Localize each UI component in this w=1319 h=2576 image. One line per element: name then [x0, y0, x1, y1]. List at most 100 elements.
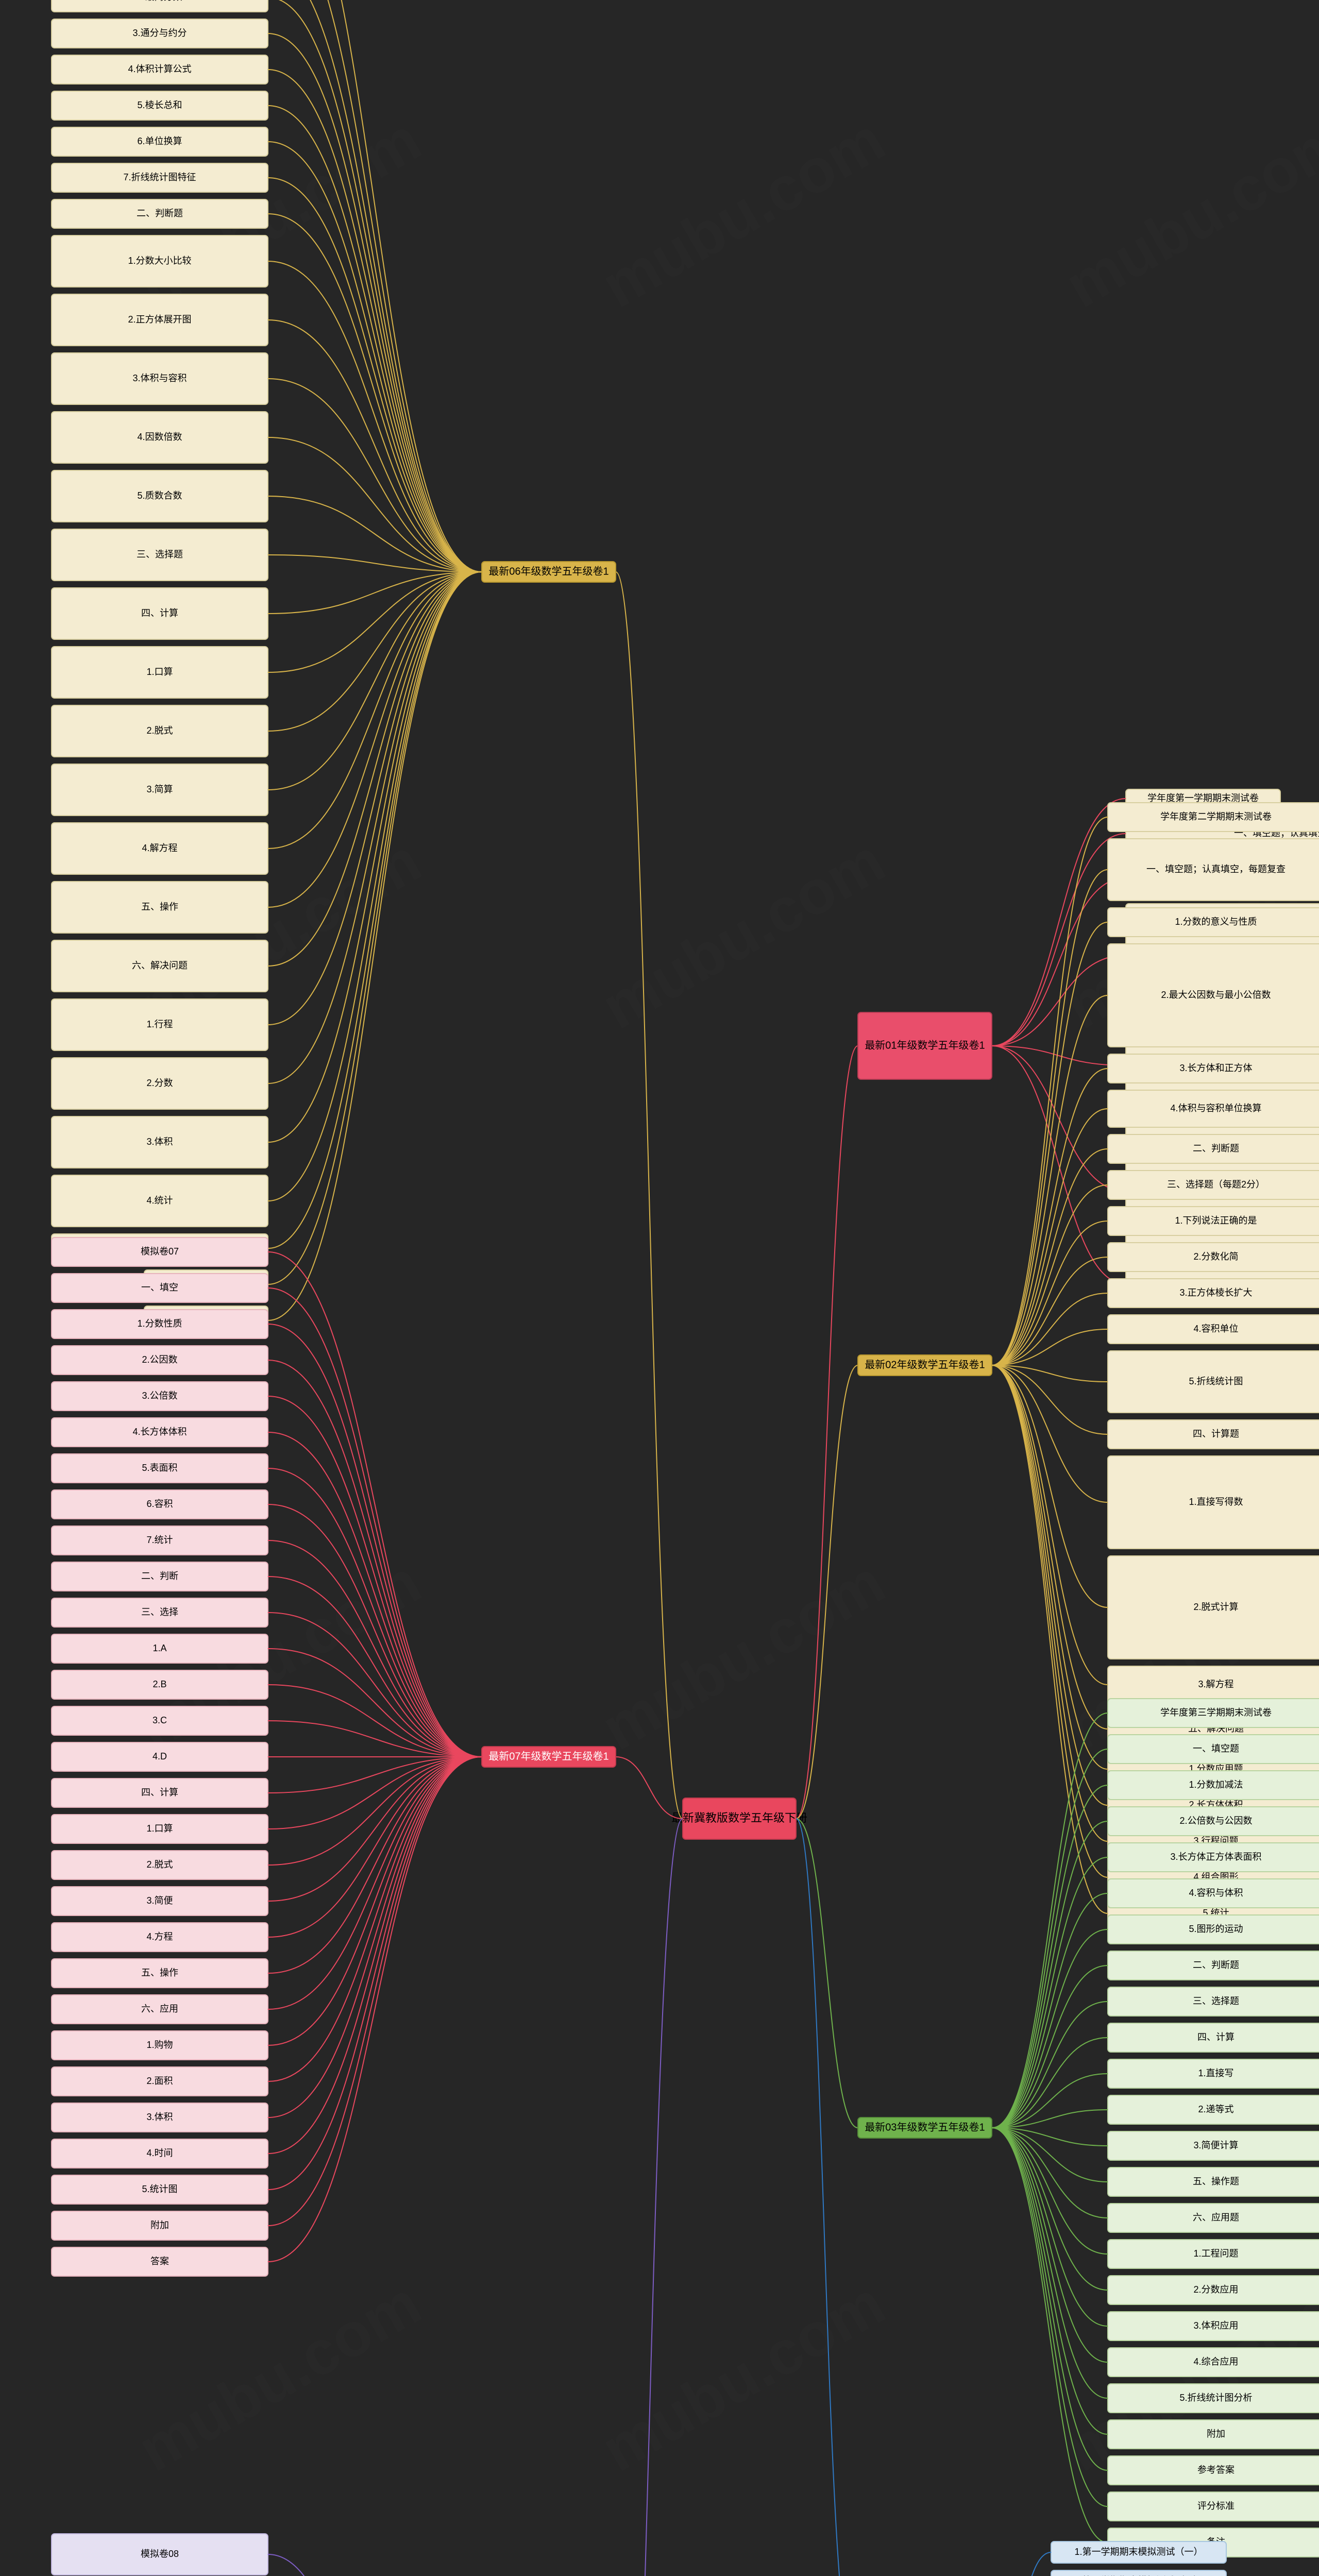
svg-text:6.单位换算: 6.单位换算: [137, 136, 182, 146]
svg-text:3.体积: 3.体积: [146, 1137, 173, 1147]
svg-text:学年度第二学期期末测试卷: 学年度第二学期期末测试卷: [1160, 811, 1272, 822]
svg-text:附加: 附加: [1207, 2429, 1225, 2439]
svg-text:最新06年级数学五年级卷1: 最新06年级数学五年级卷1: [488, 565, 608, 577]
svg-text:最新01年级数学五年级卷1: 最新01年级数学五年级卷1: [865, 1039, 985, 1051]
svg-text:2.分数化简: 2.分数化简: [1193, 1251, 1238, 1262]
svg-text:4.容积与体积: 4.容积与体积: [1189, 1888, 1243, 1898]
svg-text:2.递等式: 2.递等式: [1198, 2104, 1233, 2114]
svg-text:三、选择题（每题2分）: 三、选择题（每题2分）: [1167, 1179, 1265, 1190]
svg-text:六、应用: 六、应用: [141, 2004, 178, 2014]
svg-text:3.体积应用: 3.体积应用: [1193, 2320, 1238, 2331]
svg-text:附加: 附加: [150, 2220, 169, 2230]
svg-text:3.长方体和正方体: 3.长方体和正方体: [1179, 1063, 1252, 1073]
svg-text:5.折线统计图分析: 5.折线统计图分析: [1179, 2393, 1252, 2403]
svg-text:评分标准: 评分标准: [1197, 2501, 1235, 2511]
svg-text:四、计算: 四、计算: [1197, 2032, 1235, 2042]
svg-text:二、判断题: 二、判断题: [1193, 1960, 1239, 1970]
svg-text:一、填空题: 一、填空题: [1193, 1743, 1239, 1754]
svg-text:答案: 答案: [150, 2256, 169, 2266]
svg-text:3.体积与容积: 3.体积与容积: [132, 373, 187, 383]
svg-text:六、解决问题: 六、解决问题: [132, 960, 188, 971]
svg-text:模拟卷07: 模拟卷07: [141, 1246, 179, 1257]
svg-text:4.体积与容积单位换算: 4.体积与容积单位换算: [1170, 1103, 1261, 1113]
mindmap-canvas: mubu.commubu.commubu.commubu.commubu.com…: [0, 0, 1319, 2576]
svg-text:二、判断题: 二、判断题: [1193, 1143, 1239, 1154]
svg-text:六、应用题: 六、应用题: [1193, 2212, 1239, 2223]
svg-text:三、选择题: 三、选择题: [137, 549, 183, 560]
svg-text:2.分数: 2.分数: [146, 1078, 173, 1088]
svg-text:1.工程问题: 1.工程问题: [1193, 2248, 1238, 2259]
svg-text:3.C: 3.C: [153, 1715, 167, 1725]
svg-text:4.因数倍数: 4.因数倍数: [137, 432, 182, 442]
svg-text:5.折线统计图: 5.折线统计图: [1189, 1376, 1243, 1386]
svg-text:学年度第三学期期末测试卷: 学年度第三学期期末测试卷: [1160, 1707, 1272, 1718]
svg-text:2.脱式计算: 2.脱式计算: [1193, 1602, 1238, 1612]
svg-text:3.正方体棱长扩大: 3.正方体棱长扩大: [1179, 1287, 1252, 1298]
svg-text:模拟卷08: 模拟卷08: [141, 2549, 179, 2559]
svg-text:4.时间: 4.时间: [146, 2148, 173, 2158]
svg-text:4.方程: 4.方程: [146, 1931, 173, 1942]
svg-text:2.面积: 2.面积: [146, 2076, 173, 2086]
svg-text:2.公倍数与公因数: 2.公倍数与公因数: [1179, 1816, 1252, 1826]
svg-text:2.脱式: 2.脱式: [146, 1859, 173, 1870]
svg-text:3.公倍数: 3.公倍数: [142, 1391, 177, 1401]
svg-text:5.统计图: 5.统计图: [142, 2184, 177, 2194]
svg-text:4.综合应用: 4.综合应用: [1193, 2357, 1238, 2367]
svg-text:四、计算: 四、计算: [141, 608, 178, 618]
svg-text:学年度第一学期期末测试卷: 学年度第一学期期末测试卷: [1147, 793, 1259, 803]
svg-text:二、判断: 二、判断: [141, 1571, 178, 1581]
svg-text:5.棱长总和: 5.棱长总和: [137, 100, 182, 110]
svg-text:三、选择题: 三、选择题: [1193, 1996, 1239, 2006]
svg-text:2.脱式: 2.脱式: [146, 725, 173, 736]
svg-text:1.分数加减法: 1.分数加减法: [1189, 1780, 1243, 1790]
svg-text:3.长方体正方体表面积: 3.长方体正方体表面积: [1170, 1852, 1261, 1862]
svg-text:五、操作: 五、操作: [141, 1968, 178, 1978]
svg-text:2.最简分数: 2.最简分数: [137, 0, 182, 2]
svg-text:4.D: 4.D: [153, 1751, 167, 1761]
svg-text:4.容积单位: 4.容积单位: [1193, 1324, 1238, 1334]
svg-text:1.第一学期期末模拟测试（一）: 1.第一学期期末模拟测试（一）: [1074, 2547, 1203, 2557]
svg-text:参考答案: 参考答案: [1197, 2465, 1235, 2475]
svg-text:4.体积计算公式: 4.体积计算公式: [128, 64, 191, 74]
svg-text:四、计算题: 四、计算题: [1193, 1429, 1239, 1439]
svg-text:二、判断题: 二、判断题: [137, 208, 183, 218]
svg-text:1.A: 1.A: [153, 1643, 166, 1653]
svg-text:3.简便计算: 3.简便计算: [1193, 2140, 1238, 2150]
svg-text:4.解方程: 4.解方程: [142, 843, 177, 853]
svg-text:最新07年级数学五年级卷1: 最新07年级数学五年级卷1: [488, 1750, 608, 1762]
svg-text:7.折线统计图特征: 7.折线统计图特征: [123, 172, 196, 182]
svg-text:2.正方体展开图: 2.正方体展开图: [128, 314, 191, 325]
svg-text:1.直接写得数: 1.直接写得数: [1189, 1497, 1243, 1507]
svg-text:4.统计: 4.统计: [146, 1195, 173, 1206]
svg-text:一、填空题；认真填空，每题复查: 一、填空题；认真填空，每题复查: [1146, 864, 1286, 874]
svg-text:五、操作: 五、操作: [141, 902, 178, 912]
svg-text:7.统计: 7.统计: [146, 1535, 173, 1545]
svg-text:5.图形的运动: 5.图形的运动: [1189, 1924, 1243, 1934]
svg-text:1.口算: 1.口算: [146, 1823, 173, 1834]
svg-text:6.容积: 6.容积: [146, 1499, 173, 1509]
svg-text:2.最大公因数与最小公倍数: 2.最大公因数与最小公倍数: [1161, 990, 1271, 1000]
svg-text:最新03年级数学五年级卷1: 最新03年级数学五年级卷1: [865, 2121, 985, 2133]
svg-text:1.下列说法正确的是: 1.下列说法正确的是: [1175, 1215, 1257, 1226]
svg-text:2.B: 2.B: [153, 1679, 166, 1689]
svg-text:3.简算: 3.简算: [146, 784, 173, 794]
svg-text:1.分数的意义与性质: 1.分数的意义与性质: [1175, 917, 1257, 927]
svg-text:2.公因数: 2.公因数: [142, 1354, 177, 1365]
svg-text:最新02年级数学五年级卷1: 最新02年级数学五年级卷1: [865, 1359, 985, 1370]
svg-text:2.分数应用: 2.分数应用: [1193, 2284, 1238, 2295]
svg-text:5.表面积: 5.表面积: [142, 1463, 177, 1473]
svg-text:3.解方程: 3.解方程: [1198, 1679, 1233, 1689]
svg-text:1.口算: 1.口算: [146, 667, 173, 677]
svg-text:三、选择: 三、选择: [141, 1607, 178, 1617]
svg-text:1.分数性质: 1.分数性质: [137, 1318, 182, 1329]
svg-text:1.分数大小比较: 1.分数大小比较: [128, 256, 191, 266]
svg-text:3.通分与约分: 3.通分与约分: [132, 28, 187, 38]
svg-text:3.简便: 3.简便: [146, 1895, 173, 1906]
svg-text:1.购物: 1.购物: [146, 2040, 173, 2050]
svg-text:3.体积: 3.体积: [146, 2112, 173, 2122]
svg-text:4.长方体体积: 4.长方体体积: [132, 1427, 187, 1437]
svg-text:5.质数合数: 5.质数合数: [137, 490, 182, 501]
svg-text:一、填空: 一、填空: [141, 1282, 178, 1293]
svg-text:最新冀教版数学五年级下册: 最新冀教版数学五年级下册: [671, 1811, 807, 1824]
svg-text:四、计算: 四、计算: [141, 1787, 178, 1798]
